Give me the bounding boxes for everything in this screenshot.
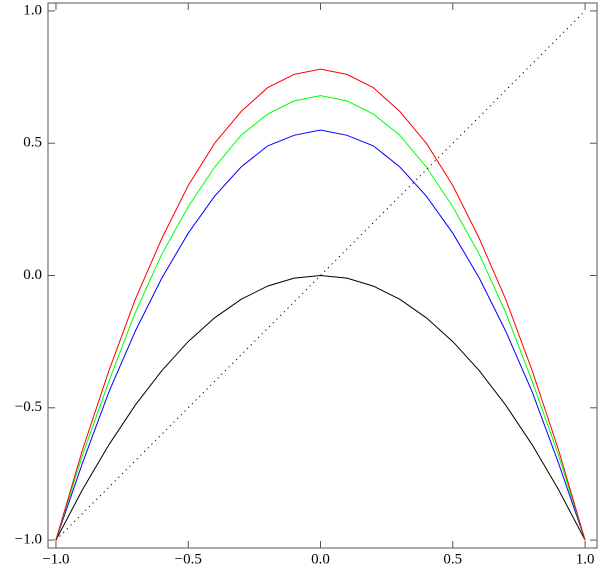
x-tick-label: 0.0	[311, 551, 330, 567]
y-tick-label: −1.0	[15, 532, 42, 548]
x-tick-label: 0.5	[443, 551, 462, 567]
curve	[55, 95, 586, 541]
y-tick-label: 1.0	[23, 2, 42, 18]
curve	[55, 129, 586, 541]
x-tick-label: −1.0	[42, 551, 69, 567]
curve	[55, 68, 586, 541]
x-tick-label: −0.5	[175, 551, 202, 567]
y-tick-label: −0.5	[15, 399, 42, 415]
x-tick-label: 1.0	[576, 551, 595, 567]
y-tick-label: 0.0	[23, 267, 42, 283]
y-tick-label: 0.5	[23, 135, 42, 151]
curve	[55, 274, 586, 541]
